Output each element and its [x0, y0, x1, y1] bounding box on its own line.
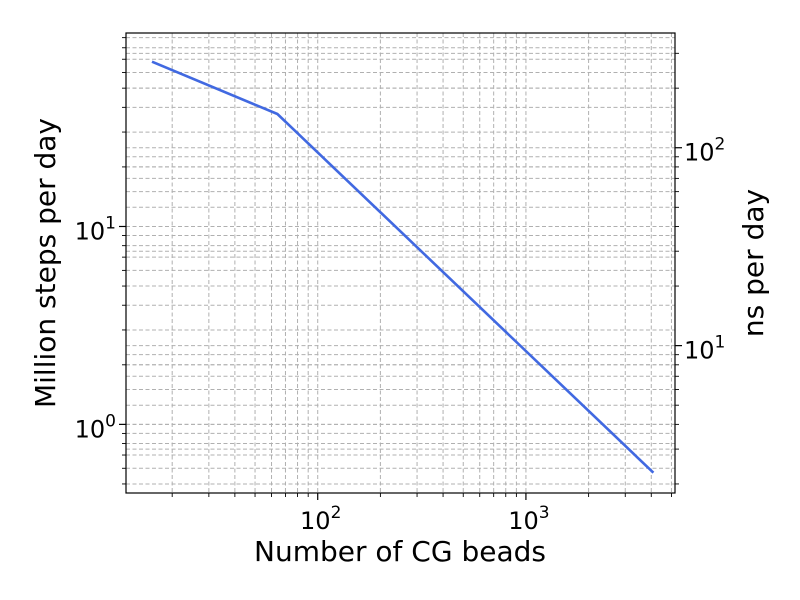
- y2-axis-label: ns per day: [737, 189, 770, 337]
- series-line: [151, 60, 655, 474]
- y2-tick-label: 102: [684, 135, 725, 167]
- y-tick-label: 100: [75, 411, 116, 443]
- y-tick-label: 101: [75, 213, 116, 245]
- x-axis-label: Number of CG beads: [254, 535, 546, 568]
- series-layer: [151, 60, 655, 474]
- grid: [126, 33, 675, 493]
- y2-tick-label: 101: [684, 333, 725, 365]
- y-axis-label: Million steps per day: [29, 118, 62, 408]
- plot-frame: [125, 32, 676, 494]
- x-tick-label: 102: [300, 503, 341, 535]
- ticks: 102 103 100 101 101 102: [75, 37, 725, 535]
- x-tick-label: 103: [508, 503, 549, 535]
